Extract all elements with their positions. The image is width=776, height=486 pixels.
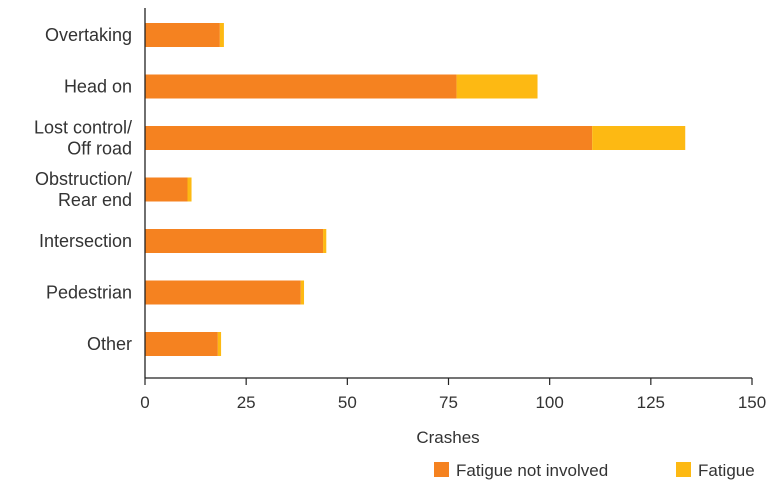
bar-fatigue-6 bbox=[217, 332, 222, 356]
category-label: Other bbox=[87, 334, 132, 354]
legend: Fatigue not involved Fatigue bbox=[434, 461, 755, 480]
bar-fatigue-not-involved-0 bbox=[145, 23, 220, 47]
bar-fatigue-not-involved-4 bbox=[145, 229, 324, 253]
category-label: Intersection bbox=[39, 231, 132, 251]
category-labels-layer: Overtaking Head on Lost control/Off road Ob… bbox=[34, 25, 132, 354]
bar-fatigue-1 bbox=[456, 74, 538, 99]
category-label: Obstruction/ bbox=[35, 169, 132, 189]
category-label: Rear end bbox=[58, 190, 132, 210]
x-tick-label: 125 bbox=[637, 393, 665, 412]
x-tick-label: 75 bbox=[439, 393, 458, 412]
bar-fatigue-2 bbox=[592, 126, 686, 150]
bar-fatigue-not-involved-5 bbox=[145, 280, 301, 305]
category-label: Off road bbox=[67, 139, 132, 159]
x-tick-label: 100 bbox=[535, 393, 563, 412]
x-axis-title: Crashes bbox=[416, 428, 479, 447]
category-label: Head on bbox=[64, 77, 132, 97]
x-ticks-layer: 0 25 50 75 100 125 150 bbox=[140, 378, 766, 412]
x-tick-label: 50 bbox=[338, 393, 357, 412]
category-label: Lost control/ bbox=[34, 118, 132, 138]
category-label: Overtaking bbox=[45, 25, 132, 45]
bar-fatigue-not-involved-2 bbox=[145, 126, 593, 150]
x-tick-label: 25 bbox=[237, 393, 256, 412]
bar-fatigue-not-involved-1 bbox=[145, 74, 457, 99]
bars-layer bbox=[145, 23, 686, 356]
x-tick-label: 0 bbox=[140, 393, 149, 412]
bar-fatigue-4 bbox=[323, 229, 327, 253]
bar-fatigue-0 bbox=[219, 23, 224, 47]
x-tick-label: 150 bbox=[738, 393, 766, 412]
bar-fatigue-3 bbox=[187, 177, 192, 202]
legend-label-fatigue: Fatigue bbox=[698, 461, 755, 480]
legend-swatch-fatigue-not-involved bbox=[434, 462, 449, 477]
axes-layer bbox=[144, 8, 752, 379]
legend-swatch-fatigue bbox=[676, 462, 691, 477]
bar-fatigue-not-involved-3 bbox=[145, 177, 188, 202]
legend-label-fatigue-not-involved: Fatigue not involved bbox=[456, 461, 608, 480]
bar-fatigue-5 bbox=[300, 280, 305, 305]
category-label: Pedestrian bbox=[46, 283, 132, 303]
bar-fatigue-not-involved-6 bbox=[145, 332, 218, 356]
